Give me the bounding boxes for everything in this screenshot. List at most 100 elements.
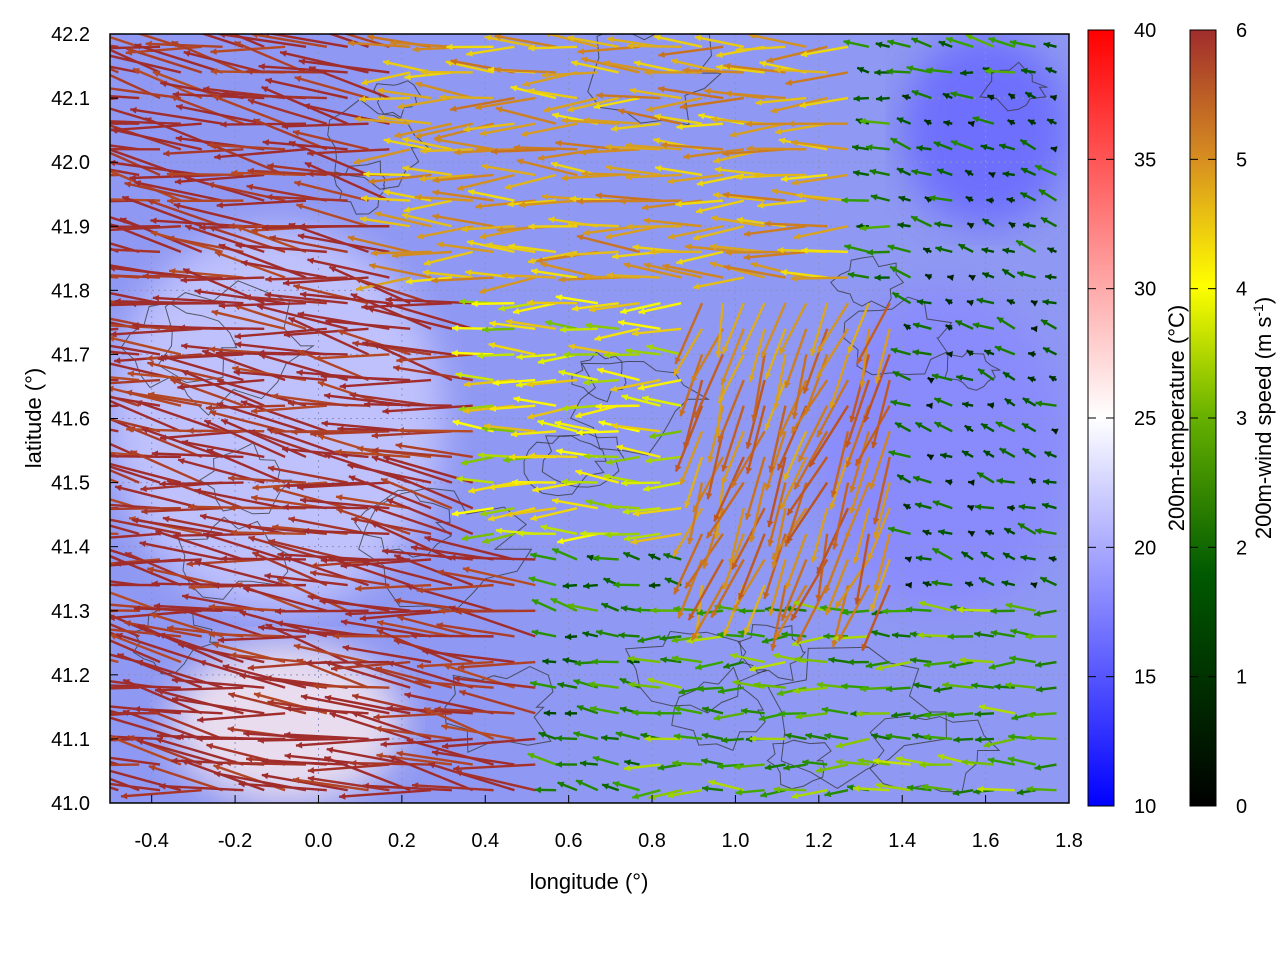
wind-vector-head — [1031, 300, 1039, 307]
wind-vector-head — [712, 191, 720, 199]
wind-vector-head — [246, 183, 254, 191]
wind-vector-head — [386, 302, 394, 309]
wind-vector — [732, 558, 766, 612]
wind-vector — [641, 199, 703, 210]
wind-vector — [355, 583, 432, 590]
wind-vector-head — [965, 581, 973, 588]
wind-vector — [436, 242, 494, 254]
wind-vector-head — [110, 330, 117, 338]
wind-vector-head — [42, 269, 48, 276]
wind-vector — [603, 61, 661, 74]
wind-vector-head — [780, 613, 788, 621]
wind-vector-head — [783, 473, 790, 481]
wind-vector-head — [978, 577, 986, 584]
wind-vector-head — [1043, 347, 1051, 354]
wind-vector-head — [294, 75, 302, 83]
temperature-region — [818, 290, 1069, 611]
wind-vector — [329, 711, 411, 741]
wind-vector — [110, 686, 140, 690]
wind-vector — [266, 427, 349, 459]
wind-vector-head — [402, 136, 409, 144]
wind-vector-head — [876, 95, 883, 102]
wind-vector — [745, 456, 766, 520]
wind-vector-head — [791, 139, 798, 147]
wind-vector-head — [1023, 222, 1030, 229]
wind-vector-head — [892, 292, 900, 299]
wind-vector-head — [691, 375, 698, 383]
wind-vector-head — [567, 35, 575, 42]
wind-vector — [576, 430, 619, 435]
wind-vectors — [42, 34, 1059, 800]
wind-vector — [394, 598, 473, 612]
wind-vector-head — [125, 552, 133, 559]
wind-vector — [854, 405, 891, 467]
wind-vector — [312, 684, 390, 689]
wind-vector — [174, 173, 265, 184]
wind-vector-head — [673, 549, 680, 557]
wind-vector-head — [123, 709, 130, 717]
wind-vector-head — [950, 604, 957, 612]
y-tick-label: 41.7 — [51, 344, 90, 366]
wind-vector-head — [816, 681, 824, 689]
wind-vector-head — [434, 133, 442, 141]
wind-vector — [354, 117, 411, 125]
wind-vector — [184, 224, 265, 254]
wind-vector — [471, 301, 515, 306]
wind-vector — [774, 68, 828, 74]
wind-vector — [558, 370, 599, 382]
wind-vector-head — [671, 655, 679, 662]
wind-vector-head — [282, 503, 289, 511]
wind-vector — [115, 633, 203, 664]
wind-vector — [281, 447, 369, 459]
wind-vector — [815, 328, 850, 380]
wind-vector — [288, 222, 369, 254]
wind-vector-head — [821, 706, 829, 714]
wind-vector-head — [326, 746, 334, 754]
wind-vector-head — [295, 741, 303, 749]
wind-vector-head — [1034, 764, 1042, 771]
wind-vector-head — [138, 624, 146, 631]
wind-vector-head — [847, 346, 854, 354]
wind-vector-head — [479, 232, 487, 240]
wind-vector-head — [787, 508, 794, 516]
wind-vector — [139, 541, 223, 561]
wind-vector-head — [221, 419, 229, 426]
y-tick-label: 41.0 — [51, 793, 90, 815]
wind-vector — [816, 379, 850, 438]
wind-vector-head — [644, 69, 651, 76]
wind-vector — [746, 379, 766, 449]
wind-vector-head — [770, 107, 778, 114]
wind-vector-head — [1028, 350, 1035, 358]
wind-vector-head — [714, 166, 722, 174]
wind-vector — [202, 532, 286, 561]
wind-vector-head — [566, 251, 574, 258]
wind-vector-head — [592, 755, 600, 763]
wind-vector-head — [701, 732, 709, 740]
wind-vector — [873, 533, 891, 592]
wind-vector — [869, 559, 891, 612]
wind-vector — [825, 559, 850, 616]
wind-vector-head — [390, 39, 397, 47]
wind-vector-head — [853, 169, 860, 177]
wind-vector — [295, 737, 390, 747]
wind-vector — [181, 369, 265, 407]
wind-vector-head — [283, 279, 290, 287]
wind-vector — [210, 45, 286, 54]
wind-vector-head — [530, 514, 538, 522]
x-tick-label: 1.2 — [805, 830, 833, 852]
wind-vector-head — [331, 665, 338, 672]
wind-vector-head — [929, 194, 936, 202]
wind-vector — [560, 173, 619, 180]
wind-vector-head — [816, 566, 823, 574]
wind-vector-head — [844, 244, 852, 251]
wind-vector-head — [516, 353, 523, 361]
wind-vector-head — [716, 762, 724, 770]
wind-vector-head — [310, 562, 318, 569]
wind-vector-head — [81, 271, 87, 278]
wind-vector-head — [575, 469, 583, 476]
wind-vector-head — [691, 633, 698, 641]
wind-vector-head — [986, 197, 993, 204]
wind-vector — [328, 265, 411, 305]
wind-vector — [330, 660, 411, 671]
wind-vector-head — [370, 522, 378, 529]
